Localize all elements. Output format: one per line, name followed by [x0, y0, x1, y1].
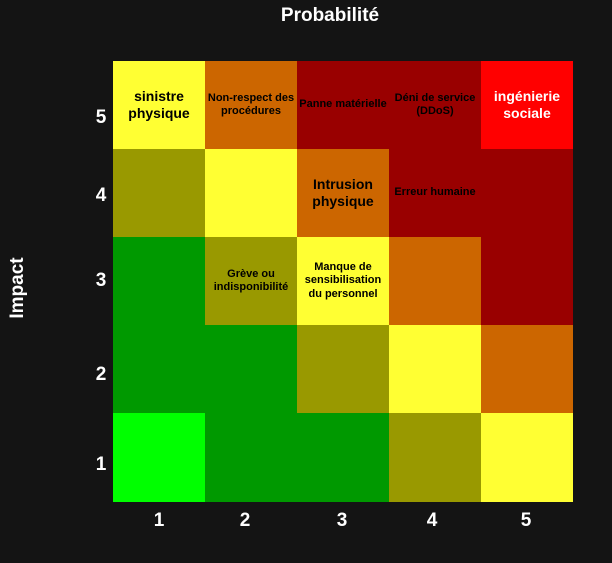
matrix-cell — [297, 325, 389, 413]
risk-label: ingénierie sociale — [493, 88, 561, 121]
risk-label: Non-respect des procédures — [207, 91, 295, 117]
y-axis-label: Impact — [7, 257, 28, 319]
risk-label: sinistre physique — [128, 88, 190, 121]
risk-label: Panne matérielle — [299, 98, 387, 111]
y-tick-4: 4 — [95, 185, 107, 206]
matrix-cell — [205, 413, 297, 502]
matrix-cell: Grève ou indisponibilité — [205, 237, 297, 325]
x-tick-5: 5 — [520, 510, 532, 531]
matrix-cell — [481, 325, 573, 413]
matrix-cell: sinistre physique — [113, 61, 205, 149]
matrix-cell — [389, 237, 481, 325]
x-tick-2: 2 — [239, 510, 251, 531]
matrix-cell — [481, 149, 573, 237]
matrix-cell — [113, 413, 205, 502]
y-tick-1: 1 — [95, 454, 107, 475]
matrix-cell — [389, 325, 481, 413]
matrix-cell — [113, 237, 205, 325]
matrix-cell — [205, 325, 297, 413]
matrix-cell: Déni de service (DDoS) — [389, 61, 481, 149]
matrix-cell — [113, 325, 205, 413]
risk-label: Grève ou indisponibilité — [213, 267, 289, 293]
risk-matrix: sinistre physique Non-respect des procédu… — [113, 61, 573, 502]
x-tick-4: 4 — [426, 510, 438, 531]
matrix-cell: Panne matérielle — [297, 61, 389, 149]
matrix-cell: Non-respect des procédures — [205, 61, 297, 149]
matrix-cell: ingénierie sociale — [481, 61, 573, 149]
risk-label: Erreur humaine — [394, 186, 476, 199]
risk-label: Intrusion physique — [312, 176, 374, 209]
matrix-cell: Erreur humaine — [389, 149, 481, 237]
matrix-cell: Manque de sensibilisation du personnel — [297, 237, 389, 325]
risk-label: Manque de sensibilisation du personnel — [304, 261, 382, 300]
chart-title: Probabilité — [280, 5, 380, 26]
matrix-cell — [481, 413, 573, 502]
y-tick-3: 3 — [95, 270, 107, 291]
risk-label: Déni de service (DDoS) — [394, 91, 476, 117]
y-tick-5: 5 — [95, 107, 107, 128]
matrix-cell — [481, 237, 573, 325]
matrix-cell — [113, 149, 205, 237]
matrix-cell — [205, 149, 297, 237]
x-tick-1: 1 — [153, 510, 165, 531]
matrix-cell — [389, 413, 481, 502]
matrix-cell — [297, 413, 389, 502]
x-tick-3: 3 — [336, 510, 348, 531]
matrix-cell: Intrusion physique — [297, 149, 389, 237]
y-tick-2: 2 — [95, 364, 107, 385]
